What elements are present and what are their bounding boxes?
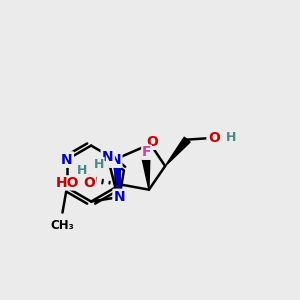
- Text: O: O: [83, 176, 95, 190]
- Polygon shape: [112, 158, 121, 197]
- Text: N: N: [61, 153, 73, 166]
- Text: HO: HO: [56, 176, 79, 190]
- Text: N: N: [114, 190, 125, 204]
- Polygon shape: [142, 158, 150, 190]
- Text: H: H: [77, 164, 87, 177]
- Text: O: O: [208, 130, 220, 145]
- Text: H: H: [94, 158, 104, 171]
- Text: H: H: [226, 131, 237, 144]
- Text: O: O: [146, 135, 158, 149]
- Polygon shape: [165, 137, 190, 166]
- Text: N: N: [102, 150, 113, 164]
- Text: CH₃: CH₃: [51, 219, 74, 232]
- Text: N: N: [110, 153, 121, 166]
- Text: F: F: [142, 145, 151, 159]
